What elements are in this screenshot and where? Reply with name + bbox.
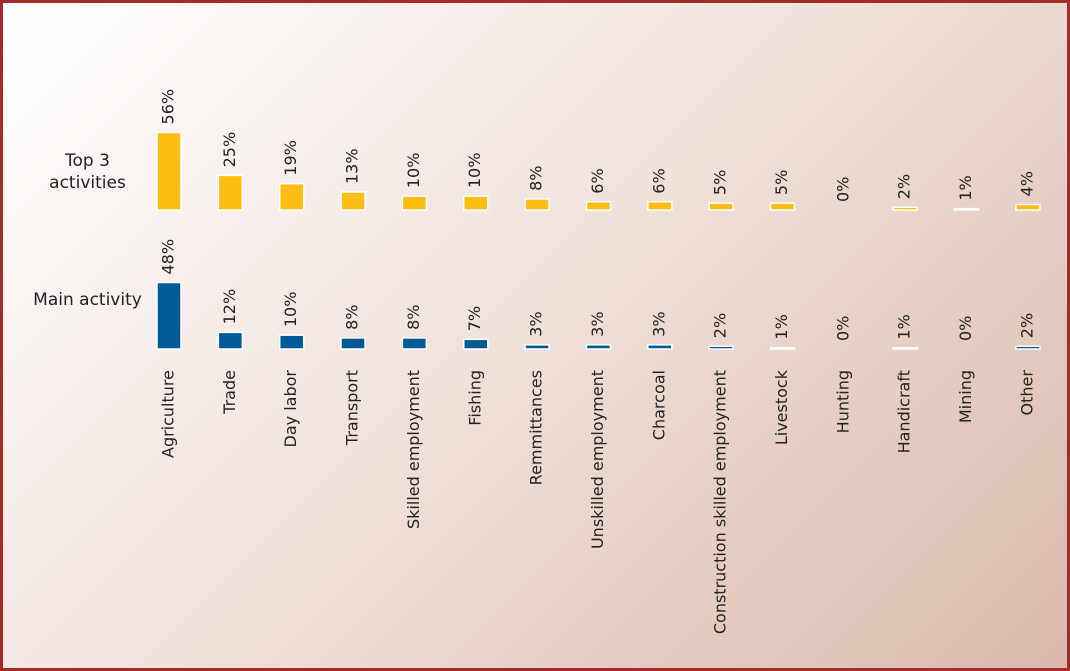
bar (1015, 345, 1041, 350)
bar (647, 344, 673, 350)
value-label: 6% (649, 168, 668, 193)
bar (524, 198, 550, 211)
value-label: 2% (1017, 313, 1036, 338)
value-label: 2% (711, 313, 730, 338)
value-label: 3% (649, 311, 668, 336)
value-label: 56% (159, 89, 178, 125)
value-label: 1% (956, 175, 975, 200)
bar (524, 344, 550, 350)
bar (769, 202, 796, 211)
bar (585, 344, 612, 350)
bar (1015, 203, 1041, 211)
value-label: 1% (772, 314, 791, 339)
value-label: 0% (956, 316, 975, 341)
category-label: Construction skilled employment (711, 370, 730, 634)
value-label: 5% (772, 170, 791, 195)
value-label: 13% (343, 148, 362, 184)
value-label: 0% (833, 316, 852, 341)
bar (892, 206, 918, 211)
bar (217, 331, 244, 350)
bar (647, 200, 673, 211)
bar (156, 131, 182, 211)
value-label: 3% (588, 311, 607, 336)
value-label: 19% (281, 140, 300, 176)
value-label: 8% (404, 305, 423, 330)
value-label: 2% (895, 174, 914, 199)
bar (463, 338, 489, 350)
value-label: 6% (588, 168, 607, 193)
value-label: 0% (833, 177, 852, 202)
value-label: 10% (404, 153, 423, 189)
category-label: Unskilled employment (588, 370, 607, 549)
category-label: Trade (220, 370, 239, 415)
category-label: Handicraft (895, 370, 914, 453)
row-label: Top 3 activities (49, 151, 126, 193)
bar (892, 346, 918, 350)
bar (769, 346, 796, 350)
category-label: Other (1017, 370, 1036, 416)
category-label: Day labor (281, 370, 300, 448)
value-label: 7% (465, 306, 484, 331)
value-label: 12% (220, 289, 239, 325)
category-label: Skilled employment (404, 370, 423, 529)
bar (463, 195, 489, 211)
bar (953, 207, 980, 211)
bar (340, 337, 366, 350)
category-label: Livestock (772, 369, 791, 445)
value-label: 10% (465, 153, 484, 189)
bar (156, 281, 182, 350)
category-label: Charcoal (649, 370, 668, 440)
value-label: 3% (527, 311, 546, 336)
value-label: 48% (159, 239, 178, 275)
value-label: 1% (895, 314, 914, 339)
bar (401, 337, 428, 350)
bar (708, 345, 734, 350)
category-label: Remmittances (527, 370, 546, 485)
category-label: Transport (343, 370, 362, 446)
category-label: Hunting (833, 370, 852, 433)
bar (585, 200, 612, 211)
value-label: 25% (220, 132, 239, 168)
category-label: Fishing (465, 370, 484, 426)
bar (278, 334, 305, 350)
bar (340, 191, 366, 211)
bar (217, 174, 244, 211)
bar (708, 202, 734, 211)
value-label: 10% (281, 292, 300, 328)
bar (278, 182, 305, 211)
value-label: 4% (1017, 171, 1036, 196)
category-label: Agriculture (159, 370, 178, 458)
value-label: 8% (527, 166, 546, 191)
row-label: Main activity (33, 290, 142, 310)
value-label: 8% (343, 305, 362, 330)
bar (401, 195, 428, 211)
value-label: 5% (711, 170, 730, 195)
category-label: Mining (956, 370, 975, 423)
